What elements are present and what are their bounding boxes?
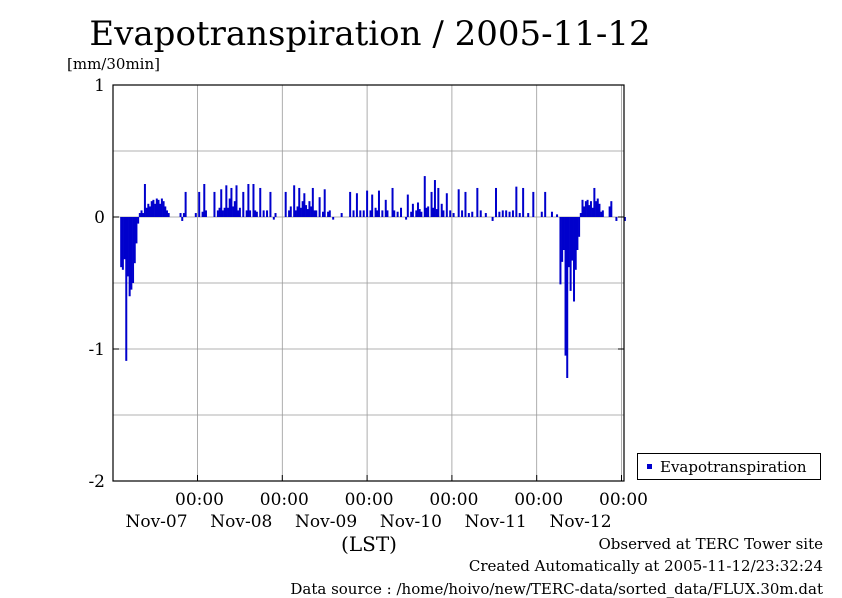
y-axis-units: [mm/30min] xyxy=(67,55,160,73)
x-tick-time-label: 00:00 xyxy=(599,490,648,510)
legend: Evapotranspiration xyxy=(637,453,821,480)
x-tick-time-label: 00:00 xyxy=(175,490,224,510)
footer-source: Data source : /home/hoivo/new/TERC-data/… xyxy=(290,580,823,598)
x-tick-time-label: 00:00 xyxy=(260,490,309,510)
y-tick-label: -2 xyxy=(88,472,105,492)
y-tick-label: 1 xyxy=(94,76,105,96)
x-tick-date-label: Nov-12 xyxy=(549,512,611,532)
x-tick-time-label: 00:00 xyxy=(345,490,394,510)
y-tick-label: 0 xyxy=(94,208,105,228)
x-tick-date-label: Nov-10 xyxy=(380,512,442,532)
x-tick-date-label: Nov-09 xyxy=(295,512,357,532)
legend-label: Evapotranspiration xyxy=(660,457,807,476)
legend-swatch xyxy=(647,464,652,469)
x-tick-time-label: 00:00 xyxy=(514,490,563,510)
footer-created: Created Automatically at 2005-11-12/23:3… xyxy=(468,557,823,575)
y-tick-label: -1 xyxy=(88,340,105,360)
x-tick-date-label: Nov-07 xyxy=(125,512,187,532)
footer-observed: Observed at TERC Tower site xyxy=(598,535,823,553)
x-tick-time-label: 00:00 xyxy=(429,490,478,510)
chart-title: Evapotranspiration / 2005-11-12 xyxy=(89,14,651,54)
plot-frame xyxy=(112,84,625,482)
x-tick-date-label: Nov-08 xyxy=(210,512,272,532)
x-tick-date-label: Nov-11 xyxy=(465,512,527,532)
x-axis-label: (LST) xyxy=(341,532,397,556)
